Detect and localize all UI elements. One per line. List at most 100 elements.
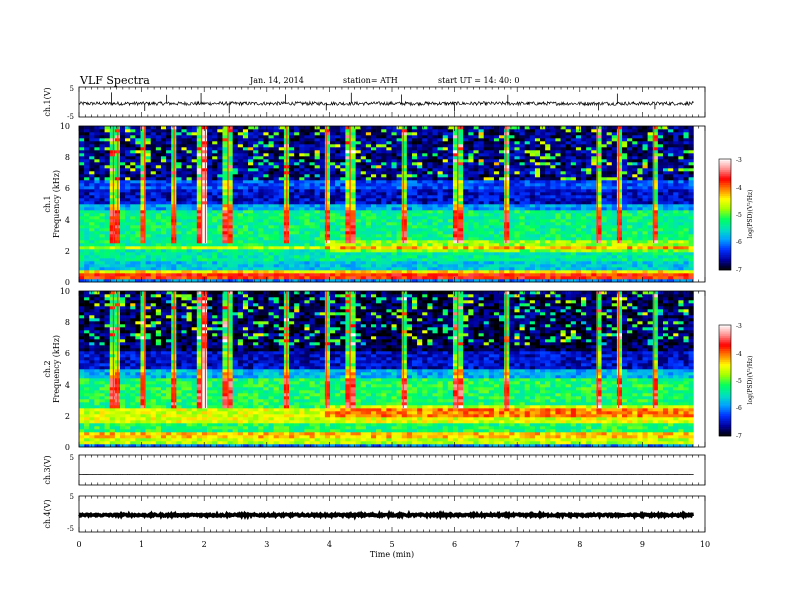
spectrogram-cell <box>417 222 423 226</box>
spectrogram-cell <box>201 174 208 178</box>
spectrogram-cell <box>468 279 474 283</box>
spectrogram-cell <box>140 225 146 229</box>
spectrogram-cell <box>299 207 305 211</box>
ch1-xticks <box>78 87 706 117</box>
spectrogram-cell <box>601 222 607 226</box>
spectrogram-cell <box>452 270 459 274</box>
spectrogram-cell <box>391 255 397 259</box>
spectrogram-cell <box>560 240 566 244</box>
spectrogram-cell <box>222 216 228 220</box>
spectrogram-cell <box>601 246 607 250</box>
spectrogram-cell <box>294 264 300 268</box>
spectrogram-cell <box>627 246 633 250</box>
spectrogram-cell <box>150 273 157 277</box>
spectrogram-cell <box>647 177 654 181</box>
spectrogram-cell <box>191 189 198 193</box>
spectrogram-cell <box>483 267 490 271</box>
spectrogram-cell <box>504 189 510 193</box>
spectrogram-cell <box>212 243 218 247</box>
spectrogram-cell <box>463 234 469 238</box>
spectrogram-cell <box>191 231 198 235</box>
spectrogram-cell <box>411 222 418 226</box>
spectrogram-cell <box>340 174 346 178</box>
spectrogram-cell <box>442 216 449 220</box>
spectrogram-cell <box>591 168 597 172</box>
spectrogram-cell <box>616 180 623 184</box>
spectrogram-cell <box>201 279 208 283</box>
spectrogram-cell <box>104 198 111 202</box>
spectrogram-cell <box>135 255 141 259</box>
spectrogram-cell <box>330 177 336 181</box>
spectrogram-cell <box>483 246 490 250</box>
spectrogram-cell <box>217 204 223 208</box>
spectrogram-cell <box>606 177 613 181</box>
spectrogram-cell <box>473 228 479 232</box>
spectrogram-cell <box>371 273 377 277</box>
ch1-spectrogram-image <box>79 126 705 283</box>
spectrogram-cell <box>237 162 244 166</box>
spectrogram-cell <box>340 186 346 190</box>
spectrogram-cell <box>94 168 100 172</box>
spectrogram-cell <box>176 240 182 244</box>
spectrogram-cell <box>314 276 321 280</box>
spectrogram-cell <box>140 261 146 265</box>
spectrogram-cell <box>304 243 310 247</box>
spectrogram-cell <box>488 270 495 274</box>
spectrogram-cell <box>663 267 669 271</box>
spectrogram-cell <box>688 171 695 175</box>
spectrogram-cell <box>406 258 413 262</box>
spectrogram-cell <box>201 204 208 208</box>
spectrogram-cell <box>447 258 454 262</box>
spectrogram-cell <box>360 249 367 253</box>
spectrogram-cell <box>104 189 111 193</box>
spectrogram-cell <box>401 207 408 211</box>
spectrogram-cell <box>176 222 182 226</box>
spectrogram-cell <box>89 162 95 166</box>
spectrogram-cell <box>145 276 152 280</box>
spectrogram-cell <box>473 180 479 184</box>
spectrogram-cell <box>309 219 315 223</box>
spectrogram-cell <box>309 267 315 271</box>
spectrogram-cell <box>534 276 541 280</box>
spectrogram-cell <box>242 192 249 196</box>
spectrogram-cell <box>581 255 587 259</box>
spectrogram-cell <box>355 267 362 271</box>
spectrogram-cell <box>550 234 556 238</box>
spectrogram-cell <box>201 246 208 250</box>
spectrogram-cell <box>207 279 213 283</box>
spectrogram-cell <box>212 180 218 184</box>
spectrogram-cell <box>314 246 321 250</box>
spectrogram-cell <box>304 216 310 220</box>
spectrogram-cell <box>176 207 182 211</box>
spectrogram-cell <box>483 189 490 193</box>
spectrogram-cell <box>79 243 85 247</box>
spectrogram-cell <box>294 198 300 202</box>
spectrogram-cell <box>222 192 228 196</box>
spectrogram-cell <box>376 276 382 280</box>
spectrogram-cell <box>524 246 531 250</box>
spectrogram-cell <box>514 168 520 172</box>
spectrogram-cell <box>396 276 403 280</box>
spectrogram-cell <box>550 261 556 265</box>
spectrogram-cell <box>647 216 654 220</box>
spectrogram-cell <box>540 261 546 265</box>
spectrogram-cell <box>570 234 577 238</box>
spectrogram-cell <box>514 243 520 247</box>
spectrogram-cell <box>581 261 587 265</box>
spectrogram-cell <box>242 264 249 268</box>
spectrogram-cell <box>150 165 157 169</box>
spectrogram-cell <box>166 261 172 265</box>
spectrogram-cell <box>627 216 633 220</box>
spectrogram-cell <box>212 258 218 262</box>
spectrogram-cell <box>688 252 695 256</box>
spectrogram-cell <box>248 222 254 226</box>
spectrogram-cell <box>171 258 177 262</box>
spectrogram-cell <box>627 255 633 259</box>
spectrogram-cell <box>406 183 413 187</box>
spectrogram-cell <box>473 264 479 268</box>
spectrogram-cell <box>212 171 218 175</box>
spectrogram-cell <box>432 234 438 238</box>
spectrogram-cell <box>432 267 438 271</box>
spectrogram-cell <box>581 183 587 187</box>
spectrogram-cell <box>84 165 90 169</box>
